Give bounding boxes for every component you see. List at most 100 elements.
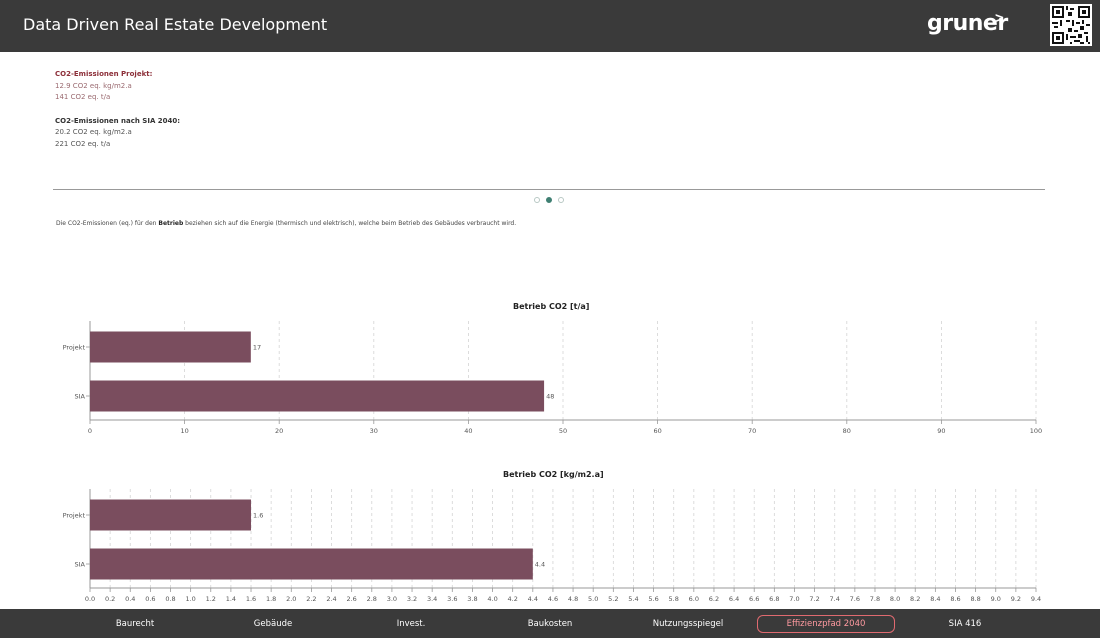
chart2-x-tick-label: 8.4 [930,595,940,603]
chart1-x-tick-label: 70 [748,427,756,435]
qr-code-icon[interactable] [1050,4,1092,46]
carousel-pager [534,197,564,203]
section-divider [53,189,1045,190]
chart2-bar-projekt [90,499,252,531]
chart1-title: Betrieb CO2 [t/a] [513,302,590,311]
chart2-x-tick-label: 9.0 [991,595,1001,603]
chart2-x-tick-label: 4.0 [487,595,497,603]
chart2-x-tick-label: 4.8 [568,595,578,603]
chart2-x-tick-label: 6.6 [749,595,759,603]
chart2-x-tick-label: 4.2 [508,595,518,603]
chart1-x-tick-label: 0 [88,427,92,435]
app-title: Data Driven Real Estate Development [23,15,328,34]
chart2-x-tick-label: 6.8 [769,595,779,603]
emissions-summary: CO2-Emissionen Projekt: 12.9 CO2 eq. kg/… [55,69,180,150]
chart2-x-tick-label: 5.4 [628,595,638,603]
chart2-bar-sia [90,548,533,580]
chart1-x-tick-label: 10 [180,427,188,435]
chart2-x-tick-label: 8.2 [910,595,920,603]
chart2-x-tick-label: 2.6 [346,595,356,603]
chart2-x-tick-label: 0.0 [85,595,95,603]
operation-note: Die CO2-Emissionen (eq.) für den Betrieb… [56,220,516,227]
chart2-x-tick-label: 5.0 [588,595,598,603]
chart2-data-label: 1.6 [253,512,263,520]
bottom-navigation: Baurecht Gebäude Invest. Baukosten Nutzu… [0,609,1100,638]
chart1-x-tick-label: 80 [843,427,851,435]
chart2-x-tick-label: 6.2 [709,595,719,603]
app-header: Data Driven Real Estate Development grun… [0,0,1100,52]
chart1-bar-projekt [90,331,251,363]
chart2-x-tick-label: 5.2 [608,595,618,603]
chart1-x-tick-label: 60 [653,427,661,435]
nav-item-invest[interactable]: Invest. [396,619,426,629]
chart2-x-tick-label: 0.6 [145,595,155,603]
chart2-x-tick-label: 0.8 [165,595,175,603]
chart2-x-tick-label: 3.8 [467,595,477,603]
brand-arrow-icon: > [995,10,1004,27]
note-text-after: beziehen sich auf die Energie (thermisch… [183,220,517,227]
chart1-bar-sia [90,380,545,412]
chart-co2-per-area: 0.0 0.2 0.4 0.6 0.8 1.0 1.2 1.4 1.6 1.8 2.0 2.2 2.4 2… [63,489,1041,603]
nav-item-sia-416[interactable]: SIA 416 [948,619,982,629]
chart2-x-tick-label: 7.8 [870,595,880,603]
chart2-x-tick-label: 7.6 [850,595,860,603]
chart2-x-tick-label: 3.2 [407,595,417,603]
pager-dot-2[interactable] [546,197,552,203]
sia-emissions-per-year: 221 CO2 eq. t/a [55,139,111,148]
chart2-x-tick-label: 1.4 [226,595,236,603]
chart2-x-tick-label: 3.0 [387,595,397,603]
nav-item-gebaeude[interactable]: Gebäude [253,619,293,629]
chart2-x-tick-label: 4.4 [528,595,538,603]
project-emissions-per-year: 141 CO2 eq. t/a [55,93,111,101]
nav-item-nutzungsspiegel[interactable]: Nutzungsspiegel [652,619,724,629]
chart2-x-tick-label: 7.4 [830,595,840,603]
chart1-x-tick-label: 50 [559,427,567,435]
project-emissions-heading: CO2-Emissionen Projekt: [55,70,153,78]
chart2-x-tick-label: 1.6 [246,595,256,603]
sia-emissions-heading: CO2-Emissionen nach SIA 2040: [55,116,181,125]
chart2-x-tick-label: 2.8 [367,595,377,603]
chart2-x-tick-label: 1.0 [185,595,195,603]
pager-dot-1[interactable] [534,197,540,203]
note-text-bold: Betrieb [158,220,184,227]
chart1-category-label: Projekt [63,344,86,352]
chart2-x-tick-label: 5.8 [669,595,679,603]
chart2-x-tick-label: 9.2 [1011,595,1021,603]
chart2-data-label: 4.4 [535,561,545,569]
chart2-category-label: SIA [75,561,86,569]
chart2-x-tick-label: 6.0 [689,595,699,603]
chart2-x-tick-label: 0.4 [125,595,135,603]
nav-item-baukosten[interactable]: Baukosten [527,619,573,629]
chart2-x-tick-label: 2.4 [326,595,336,603]
chart2-x-tick-label: 2.2 [306,595,316,603]
chart1-x-tick-label: 20 [275,427,283,435]
pager-dot-3[interactable] [558,197,564,203]
brand-logo: gruner [927,11,1008,36]
chart2-x-tick-label: 9.4 [1031,595,1041,603]
nav-item-effizienzpfad-2040[interactable]: Effizienzpfad 2040 [757,615,895,633]
chart2-x-tick-label: 7.2 [809,595,819,603]
sia-emissions-per-area: 20.2 CO2 eq. kg/m2.a [55,128,132,136]
chart2-x-tick-label: 1.2 [206,595,216,603]
chart2-x-tick-label: 2.0 [286,595,296,603]
chart2-x-tick-label: 5.6 [648,595,658,603]
chart2-category-label: Projekt [63,512,86,520]
note-text-before: Die CO2-Emissionen (eq.) für den [56,220,159,227]
chart2-x-tick-label: 8.6 [950,595,960,603]
chart1-data-label: 48 [546,393,554,401]
chart1-x-tick-label: 30 [370,427,378,435]
nav-item-baurecht[interactable]: Baurecht [115,619,155,629]
chart2-x-tick-label: 7.0 [789,595,799,603]
chart1-data-label: 17 [253,344,261,352]
chart1-x-tick-label: 90 [937,427,945,435]
chart2-x-tick-label: 3.4 [427,595,437,603]
chart2-x-tick-label: 8.0 [890,595,900,603]
chart2-x-tick-label: 8.8 [970,595,980,603]
chart1-x-tick-label: 100 [1030,427,1042,435]
chart2-x-tick-label: 6.4 [729,595,739,603]
chart2-x-tick-label: 0.2 [105,595,115,603]
chart2-x-tick-label: 3.6 [447,595,457,603]
chart2-x-tick-label: 1.8 [266,595,276,603]
chart1-category-label: SIA [75,393,86,401]
chart-co2-per-year: 0 10 20 30 40 50 60 70 80 90 100 Projekt 17 SIA 48 [63,321,1042,435]
